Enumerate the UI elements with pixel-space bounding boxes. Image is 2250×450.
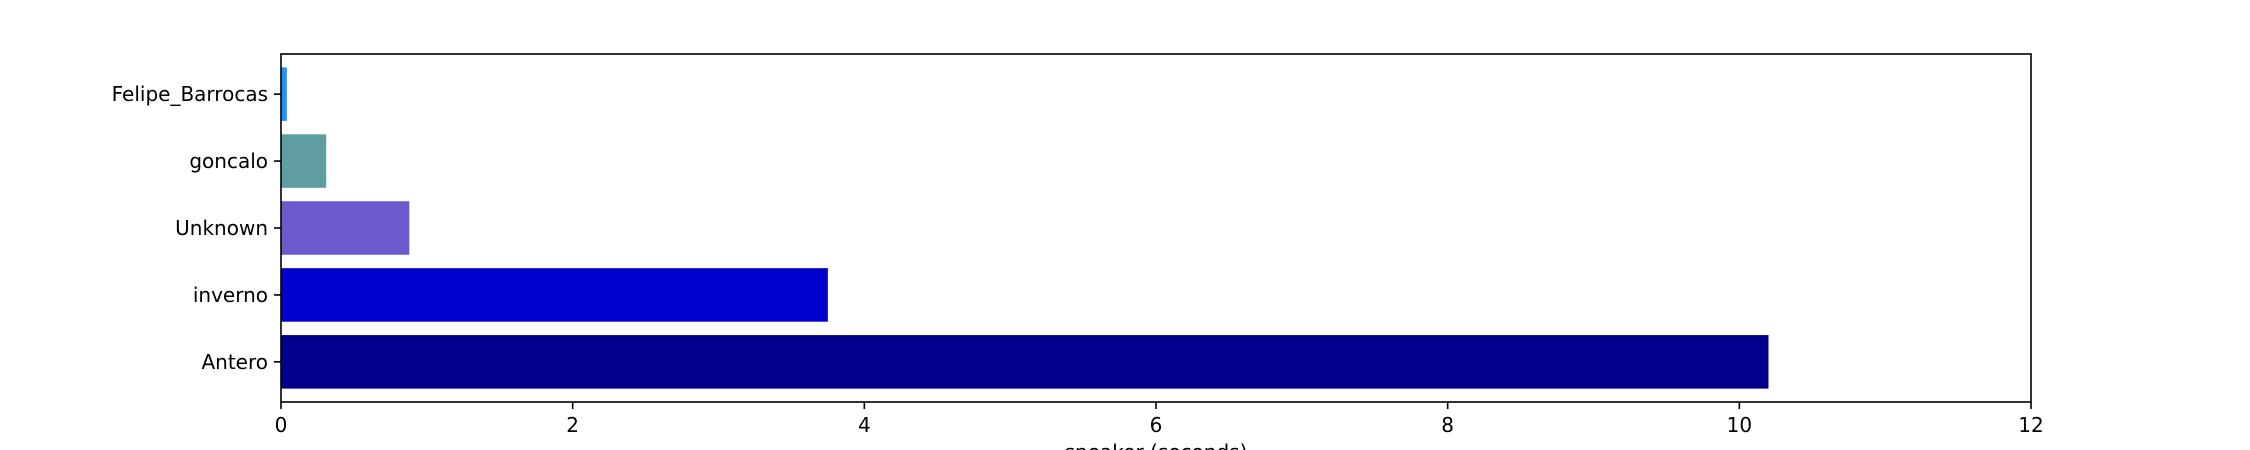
y-tick-label: inverno [193,283,268,307]
bar-unknown [281,201,410,255]
x-axis-label: speaker (seconds) [1065,440,1248,450]
y-tick-label: goncalo [189,149,268,173]
y-tick-label: Unknown [175,216,268,240]
bar-felipe-barrocas [281,67,287,121]
x-tick-label: 6 [1150,413,1163,437]
x-tick-label: 4 [858,413,871,437]
bar-goncalo [281,134,327,188]
y-tick-label: Felipe_Barrocas [112,82,268,106]
x-axis-ticks: 0 2 4 6 8 10 12 [275,402,2044,437]
x-tick-label: 8 [1441,413,1454,437]
y-tick-label: Antero [201,350,268,374]
bar-antero [281,335,1769,389]
plot-frame [280,53,2032,403]
x-tick-label: 2 [566,413,579,437]
x-tick-label: 0 [275,413,288,437]
x-tick-label: 10 [1727,413,1752,437]
bars-group [281,67,1769,389]
bar-inverno [281,268,828,322]
x-tick-label: 12 [2018,413,2043,437]
